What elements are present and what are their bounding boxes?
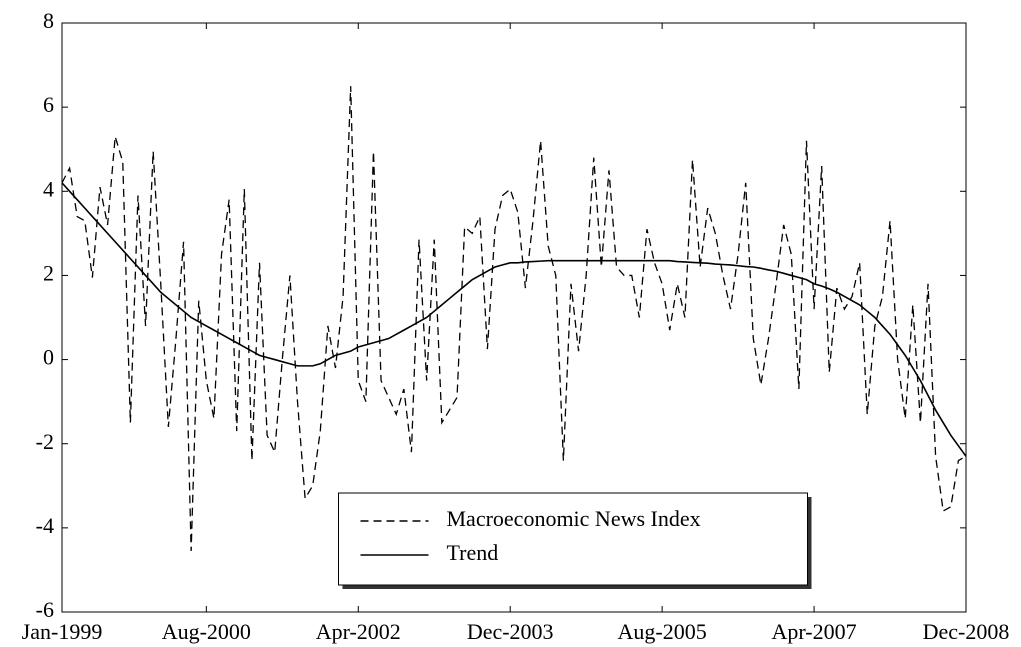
legend-label: Macroeconomic News Index xyxy=(447,506,701,531)
x-tick-label: Aug-2005 xyxy=(618,619,707,644)
legend-box xyxy=(338,492,808,586)
series-line xyxy=(61,86,967,552)
series-line xyxy=(61,182,967,457)
y-tick-label: 4 xyxy=(43,176,54,201)
x-tick-label: Apr-2007 xyxy=(772,619,857,644)
y-tick-label: -6 xyxy=(36,597,54,622)
y-tick-label: 0 xyxy=(43,345,54,370)
y-tick-label: 6 xyxy=(43,92,54,117)
x-tick-label: Apr-2002 xyxy=(316,619,401,644)
y-tick-label: 2 xyxy=(43,260,54,285)
y-tick-label: -4 xyxy=(36,513,54,538)
y-tick-label: 8 xyxy=(43,8,54,33)
y-tick-label: -2 xyxy=(36,429,54,454)
x-tick-label: Dec-2008 xyxy=(923,619,1010,644)
legend-label: Trend xyxy=(447,540,499,565)
x-tick-label: Aug-2000 xyxy=(162,619,251,644)
plot-frame xyxy=(61,22,967,613)
x-tick-label: Dec-2003 xyxy=(467,619,554,644)
legend: Macroeconomic News Index Trend xyxy=(338,492,812,589)
x-tick-label: Jan-1999 xyxy=(22,619,103,644)
